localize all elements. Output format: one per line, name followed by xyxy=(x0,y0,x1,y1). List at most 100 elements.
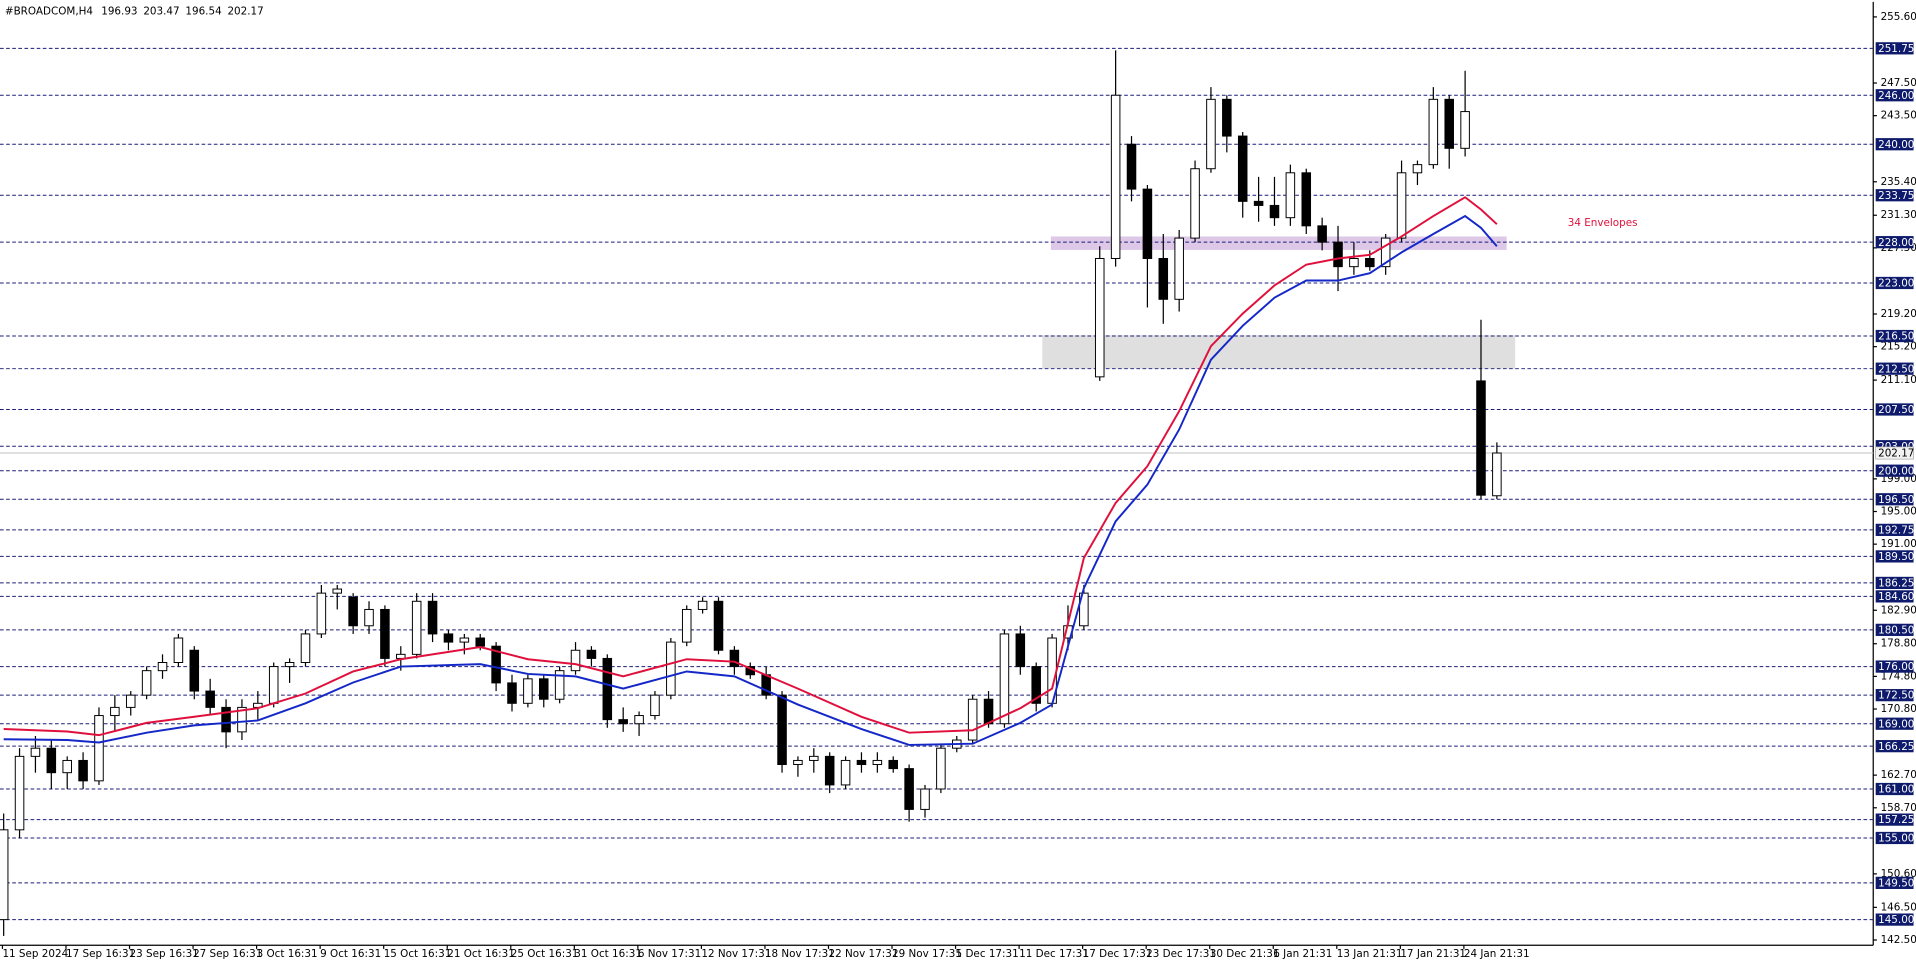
candle-body xyxy=(1333,241,1343,268)
y-tick-label: 255.60 xyxy=(1881,11,1916,23)
level-label: 161.00 xyxy=(1878,784,1914,796)
level-label-bg xyxy=(1875,660,1914,673)
candle-body xyxy=(809,755,819,761)
candle-body xyxy=(666,641,676,696)
candle-body xyxy=(268,666,279,704)
x-tick-label: 5 Dec 17:31 xyxy=(956,948,1019,960)
x-tick-label: 6 Nov 17:31 xyxy=(638,948,701,960)
level-label: 200.00 xyxy=(1878,465,1914,477)
x-tick-label: 31 Oct 16:31 xyxy=(574,948,642,960)
candle-body xyxy=(1222,98,1232,137)
y-tick-label: 247.50 xyxy=(1881,77,1916,89)
candle-body xyxy=(1142,188,1153,259)
x-tick-label: 22 Nov 17:31 xyxy=(828,948,898,960)
candle-body xyxy=(189,649,200,692)
candle-body xyxy=(1206,98,1216,170)
candle-body xyxy=(316,592,327,635)
y-tick-label: 142.50 xyxy=(1881,934,1916,946)
level-label-bg xyxy=(1875,740,1914,753)
candle-body xyxy=(141,670,152,696)
candle-body xyxy=(300,633,311,663)
candle-body xyxy=(872,759,883,766)
candle-body xyxy=(62,759,72,774)
y-tick-label: 215.20 xyxy=(1881,341,1916,353)
level-label-bg xyxy=(1875,189,1914,202)
candle-body xyxy=(1126,143,1137,190)
candle-body xyxy=(237,706,247,733)
level-label: 207.50 xyxy=(1878,404,1914,416)
y-tick-label: 158.70 xyxy=(1881,802,1916,814)
level-label: 180.50 xyxy=(1878,624,1914,636)
level-label: 145.00 xyxy=(1878,914,1914,926)
candle-body xyxy=(94,715,104,782)
candle-body xyxy=(157,662,168,672)
y-tick-label: 178.80 xyxy=(1881,638,1916,650)
candle-body xyxy=(840,759,851,786)
level-label: 240.00 xyxy=(1878,139,1914,151)
candle-body xyxy=(459,637,470,643)
y-tick-label: 219.20 xyxy=(1881,308,1916,320)
indicator-label: 34 Envelopes xyxy=(1568,217,1638,229)
level-label-bg xyxy=(1875,913,1914,926)
y-tick-label: 231.30 xyxy=(1881,209,1916,221)
candle-body xyxy=(443,633,454,643)
level-label: 155.00 xyxy=(1878,833,1914,845)
level-label-bg xyxy=(1875,623,1914,636)
level-label-bg xyxy=(1875,464,1914,477)
candle-body xyxy=(475,637,485,647)
header-close: 202.17 xyxy=(227,6,263,18)
candle-body xyxy=(30,747,41,757)
candle-body xyxy=(904,768,914,810)
level-label-bg xyxy=(1875,576,1914,590)
candle-body xyxy=(1031,666,1041,704)
candle-body xyxy=(888,759,899,770)
level-label-bg xyxy=(1875,689,1914,702)
level-label-bg xyxy=(1875,138,1914,151)
candle-body xyxy=(1253,200,1264,206)
zone xyxy=(1042,335,1516,369)
candle-body xyxy=(14,755,25,831)
x-tick-label: 30 Dec 21:31 xyxy=(1210,948,1280,960)
candle-body xyxy=(427,600,438,635)
candle-body xyxy=(650,694,660,717)
candle-body xyxy=(983,698,994,725)
candle-body xyxy=(1079,592,1089,627)
candle-body xyxy=(554,670,565,700)
candle-body xyxy=(1396,172,1407,239)
candle-body xyxy=(1380,237,1391,268)
x-tick-label: 15 Oct 16:31 xyxy=(384,948,452,960)
candle-body xyxy=(856,759,867,766)
level-label-bg xyxy=(1875,276,1914,290)
level-label: 251.75 xyxy=(1878,43,1914,55)
header-low: 196.54 xyxy=(185,6,222,18)
candle-body xyxy=(1428,98,1439,166)
level-label: 157.25 xyxy=(1878,814,1914,826)
candle-body xyxy=(602,657,613,721)
candle-body xyxy=(221,706,231,733)
level-label: 172.50 xyxy=(1878,690,1914,702)
level-label-bg xyxy=(1875,590,1914,603)
candle-body xyxy=(348,596,358,627)
candle-body xyxy=(332,588,343,594)
candle-body xyxy=(618,719,628,725)
candle-body xyxy=(634,715,644,725)
x-tick-label: 17 Dec 17:31 xyxy=(1083,948,1153,960)
x-tick-label: 27 Sep 16:31 xyxy=(193,948,262,960)
x-tick-label: 17 Sep 16:31 xyxy=(66,948,135,960)
candle-body xyxy=(777,694,787,766)
x-tick-label: 23 Dec 17:31 xyxy=(1146,948,1216,960)
envelope-line xyxy=(3,196,1498,737)
x-tick-label: 12 Nov 17:31 xyxy=(701,948,771,960)
candle-body xyxy=(1094,258,1105,378)
y-tick-label: 146.50 xyxy=(1881,901,1916,913)
candle-body xyxy=(411,600,422,655)
candle-body xyxy=(110,706,120,717)
candle-body xyxy=(491,645,501,684)
level-label: 184.60 xyxy=(1878,591,1914,603)
candle-body xyxy=(284,662,295,668)
level-label-bg xyxy=(1875,89,1914,102)
candle-body xyxy=(920,788,930,810)
x-tick-label: 25 Oct 16:31 xyxy=(511,948,579,960)
candle-body xyxy=(1365,258,1375,268)
